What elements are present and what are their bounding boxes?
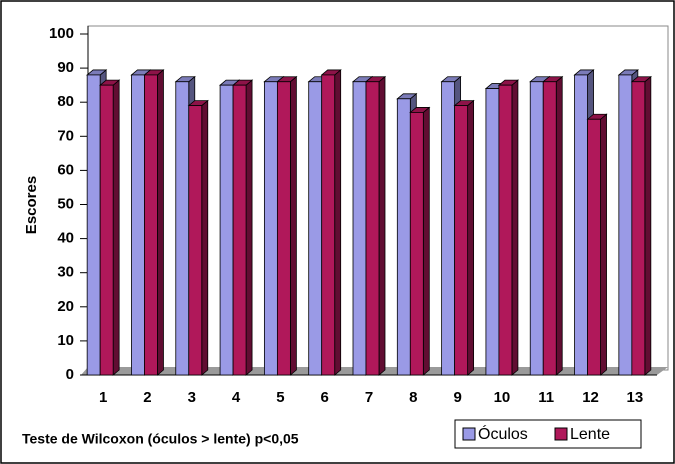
bar-front — [86, 74, 101, 376]
x-tick-label: 11 — [538, 389, 554, 406]
x-tick-label: 9 — [453, 389, 461, 406]
bar-front — [321, 74, 336, 376]
bar-front — [263, 81, 278, 376]
bar-front — [232, 84, 247, 376]
bar — [630, 75, 652, 376]
bar-side — [201, 99, 209, 376]
bar-side — [600, 113, 607, 376]
bar-front — [485, 88, 500, 376]
bar-front — [498, 84, 513, 376]
y-tick-label: 30 — [57, 264, 74, 281]
legend-label: Lente — [570, 426, 610, 443]
y-tick-label: 90 — [57, 59, 74, 76]
bar — [542, 75, 564, 376]
bar — [409, 106, 431, 376]
bar — [143, 69, 165, 376]
bar — [453, 99, 475, 376]
bar-front — [99, 84, 114, 376]
bar — [187, 99, 209, 376]
x-tick-label: 10 — [494, 389, 511, 406]
bar-front — [144, 74, 158, 376]
bar-front — [618, 74, 633, 376]
y-axis-label: Escores — [23, 176, 40, 234]
x-tick-label: 1 — [99, 389, 107, 406]
bar-front — [308, 81, 323, 376]
y-tick-label: 10 — [57, 332, 74, 349]
bar-front — [396, 98, 411, 376]
bar — [586, 113, 608, 376]
legend-swatch — [554, 427, 568, 441]
legend-swatch — [462, 427, 476, 441]
bar-front — [219, 84, 234, 376]
legend-box — [454, 419, 642, 449]
bar — [497, 79, 520, 376]
bar-front — [409, 112, 424, 376]
bar-front — [441, 81, 456, 376]
y-tick-label: 60 — [57, 161, 74, 178]
bar-side — [112, 79, 120, 376]
x-tick-label: 7 — [365, 389, 373, 406]
bar — [364, 75, 387, 376]
bar — [231, 79, 254, 376]
x-tick-label: 8 — [409, 389, 417, 406]
y-tick-label: 70 — [57, 127, 74, 144]
bar-side — [157, 69, 164, 376]
x-tick-label: 13 — [627, 389, 644, 406]
bar-front — [365, 81, 380, 376]
x-tick-label: 6 — [321, 389, 329, 406]
y-tick-label: 20 — [57, 298, 74, 315]
bar-front — [131, 74, 145, 376]
bar — [99, 79, 121, 376]
bar-front — [454, 105, 469, 376]
annotation: Teste de Wilcoxon (óculos > lente) p<0,0… — [22, 431, 299, 447]
bar-side — [644, 75, 652, 376]
y-tick-label: 100 — [49, 25, 74, 42]
bar-front — [352, 81, 367, 376]
bar-side — [245, 79, 253, 376]
bar-front — [529, 81, 544, 376]
bar-side — [422, 106, 430, 376]
legend-label: Óculos — [478, 424, 528, 443]
x-tick-label: 12 — [582, 389, 599, 406]
y-tick-label: 50 — [57, 195, 74, 212]
bar-side — [378, 75, 386, 376]
bar-side — [555, 75, 563, 376]
bar — [320, 69, 342, 376]
bar-front — [587, 118, 601, 376]
y-tick-label: 40 — [57, 230, 74, 247]
bar-side — [289, 75, 297, 376]
bar-front — [276, 81, 291, 376]
bar-front — [175, 81, 190, 376]
y-tick-label: 80 — [57, 93, 74, 110]
x-tick-label: 5 — [276, 389, 284, 406]
bar-side — [511, 79, 519, 376]
bar-side — [334, 69, 342, 376]
x-tick-label: 3 — [188, 389, 196, 406]
bar — [276, 75, 298, 376]
y-tick-label: 0 — [66, 366, 74, 383]
bar-front — [574, 74, 588, 376]
bar-side — [467, 99, 475, 376]
x-tick-label: 2 — [143, 389, 151, 406]
bar-front — [542, 81, 557, 376]
bar-front — [188, 105, 203, 376]
x-tick-label: 4 — [232, 389, 241, 406]
bar-front — [631, 81, 646, 376]
